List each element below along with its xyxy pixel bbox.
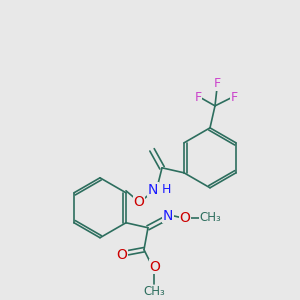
Text: N: N: [163, 209, 173, 223]
Text: F: F: [213, 77, 220, 90]
Text: H: H: [161, 183, 171, 196]
Text: O: O: [149, 260, 161, 274]
Text: CH₃: CH₃: [199, 211, 221, 224]
Text: CH₃: CH₃: [143, 285, 165, 298]
Text: O: O: [179, 211, 191, 225]
Text: O: O: [116, 248, 128, 262]
Text: F: F: [230, 92, 238, 104]
Text: N: N: [148, 183, 158, 197]
Text: O: O: [134, 195, 145, 209]
Text: F: F: [194, 92, 202, 104]
